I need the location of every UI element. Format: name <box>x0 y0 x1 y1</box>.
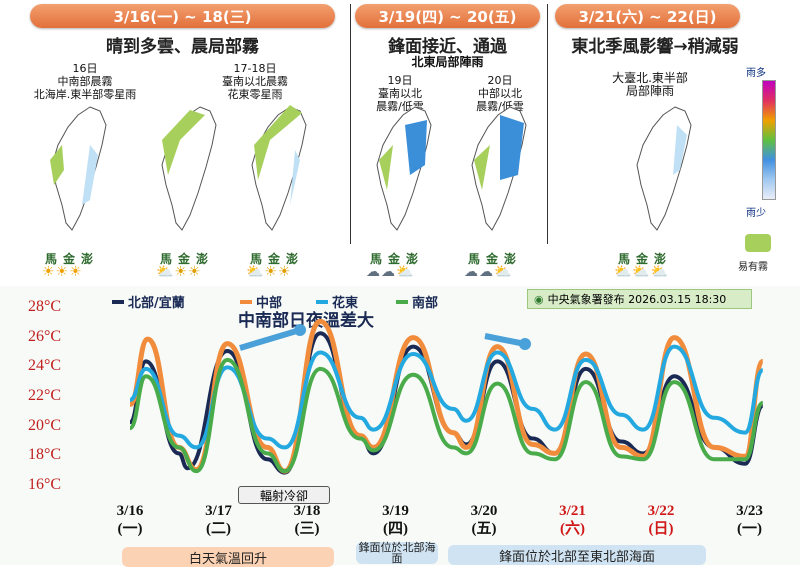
rain-icon: ☁☁⛅ <box>464 264 513 280</box>
period-label: 3/21(六) ~ 22(日) <box>578 7 717 26</box>
period-headline-2: 鋒面接近、通過 <box>388 37 507 57</box>
islands-label: 馬金澎 <box>160 252 215 266</box>
x-tick-label: 3/17 (二) <box>205 503 232 537</box>
legend-central: 中部 <box>240 292 282 311</box>
map-caption-5: 大臺北.東半部 局部陣雨 <box>612 71 688 98</box>
trend-arrow-head <box>294 324 306 336</box>
islands-label: 馬金澎 <box>618 252 673 266</box>
rain-icon: ☁☁⛅ <box>366 264 415 280</box>
front2-band: 鋒面位於北部至東北部海面 <box>448 545 706 565</box>
map-3 <box>251 105 307 231</box>
y-tick-label: 26°C <box>28 327 62 345</box>
radiation-label: 輻射冷卻 <box>238 486 330 504</box>
legend-less: 雨少 <box>746 208 766 219</box>
x-tick-label: 3/21 (六) <box>559 503 586 537</box>
y-tick-label: 24°C <box>28 357 62 375</box>
x-tick-label: 3/20 (五) <box>470 503 498 537</box>
islands-label: 馬金澎 <box>250 252 305 266</box>
x-tick-label: 3/16 (一) <box>116 503 144 537</box>
y-tick-label: 20°C <box>28 416 62 434</box>
map-2 <box>161 106 217 231</box>
series-line-3 <box>128 357 764 474</box>
taiwan-maps <box>50 105 692 231</box>
legend-east: 花東 <box>316 292 358 311</box>
rain-legend-bar <box>762 80 776 200</box>
map-caption-1: 16日 中南部晨霧 北海岸.東半部零星雨 <box>33 62 137 101</box>
trend-arrow-head <box>519 338 531 350</box>
map-4 <box>376 106 432 231</box>
trend-arrow-icon <box>484 333 526 347</box>
period-pill-3: 3/21(六) ~ 22(日) <box>555 4 740 28</box>
day-warm-band: 白天氣溫回升 <box>122 547 334 567</box>
legend-south: 南部 <box>396 292 438 311</box>
series-line-1 <box>127 318 766 474</box>
cloud-sun-icon: ⛅☀☀ <box>246 264 292 280</box>
trend-arrow-icon <box>239 327 301 351</box>
divider <box>350 4 351 244</box>
map-caption-2: 17-18日 臺南以北晨霧 花東零星雨 <box>222 62 288 101</box>
chart-title: 中南部日夜溫差大 <box>238 311 374 331</box>
x-tick-label: 3/23 (一) <box>736 503 763 537</box>
temperature-chart <box>127 318 766 475</box>
legend-north: 北部/宜蘭 <box>112 292 185 311</box>
period-pill-1: 3/16(一) ~ 18(三) <box>30 4 335 28</box>
front1-band: 鋒面位於北部海面 <box>356 542 438 564</box>
islands-label: 馬金澎 <box>45 252 100 266</box>
period-label: 3/16(一) ~ 18(三) <box>113 7 252 26</box>
cloud-sun-icon: ⛅⛅⛅ <box>614 264 670 280</box>
islands-label: 馬金澎 <box>370 252 425 266</box>
legend-fog: 易有霧 <box>738 262 768 273</box>
islands-label: 馬金澎 <box>468 252 523 266</box>
period-label: 3/19(四) ~ 20(五) <box>378 7 517 26</box>
legend-more: 雨多 <box>746 68 766 79</box>
map-1 <box>50 106 107 231</box>
map-5 <box>471 106 527 231</box>
cwa-logo-icon: ◉ <box>534 292 544 306</box>
divider <box>547 4 548 244</box>
x-tick-label: 3/22 (日) <box>647 503 675 537</box>
y-tick-label: 22°C <box>28 387 62 404</box>
y-tick-label: 28°C <box>28 298 62 315</box>
period-headline-1: 晴到多雲、晨局部霧 <box>106 37 259 57</box>
cloud-sun-icon: ⛅☀☀ <box>156 264 202 280</box>
period-pill-2: 3/19(四) ~ 20(五) <box>355 4 540 28</box>
x-tick-label: 3/19 (四) <box>382 503 409 537</box>
y-tick-label: 16°C <box>28 476 62 493</box>
x-tick-label: 3/18 (三) <box>293 503 321 537</box>
fog-swatch <box>745 234 771 252</box>
y-tick-label: 18°C <box>28 446 62 464</box>
series-line-2 <box>129 344 765 450</box>
sun-icon: ☀☀☀ <box>42 264 83 280</box>
period-headline-3: 東北季風影響→稍減弱 <box>571 37 739 57</box>
period-note-2: 北東局部陣雨 <box>411 55 484 69</box>
map-6 <box>636 106 692 231</box>
source-badge: ◉ 中央氣象署發布 2026.03.15 18:30 <box>527 289 752 309</box>
